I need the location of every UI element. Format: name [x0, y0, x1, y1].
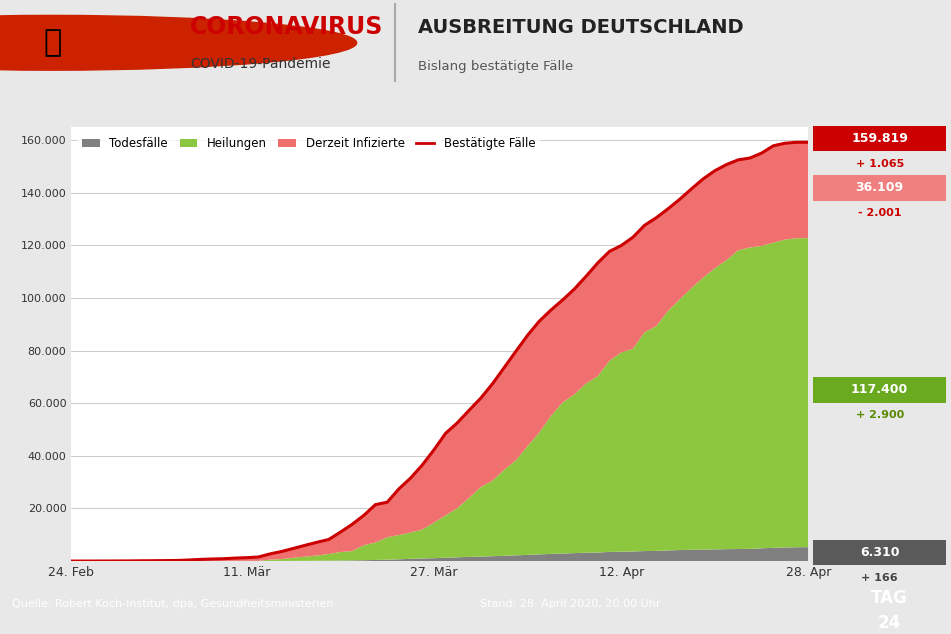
Text: Quelle: Robert Koch-Institut, dpa, Gesundheitsministerien: Quelle: Robert Koch-Institut, dpa, Gesun… [12, 599, 334, 609]
Text: 6.310: 6.310 [860, 547, 900, 559]
Circle shape [0, 15, 357, 70]
Text: + 2.900: + 2.900 [856, 410, 903, 420]
Text: + 166: + 166 [862, 573, 898, 583]
Text: Bislang bestätigte Fälle: Bislang bestätigte Fälle [418, 60, 573, 74]
Text: 159.819: 159.819 [851, 132, 908, 145]
Text: 24: 24 [878, 614, 901, 632]
Text: COVID-19-Pandemie: COVID-19-Pandemie [190, 57, 331, 71]
Text: AUSBREITUNG DEUTSCHLAND: AUSBREITUNG DEUTSCHLAND [418, 18, 744, 37]
Text: TAG: TAG [871, 589, 907, 607]
Text: - 2.001: - 2.001 [858, 209, 902, 218]
Text: 117.400: 117.400 [851, 384, 908, 396]
Text: 36.109: 36.109 [856, 181, 903, 195]
Text: CORONAVIRUS: CORONAVIRUS [190, 15, 383, 39]
Text: Stand: 28. April 2020, 20:00 Uhr: Stand: 28. April 2020, 20:00 Uhr [480, 599, 660, 609]
Text: 🦠: 🦠 [43, 29, 62, 57]
Text: + 1.065: + 1.065 [856, 159, 903, 169]
Legend: Todesfälle, Heilungen, Derzeit Infizierte, Bestätigte Fälle: Todesfälle, Heilungen, Derzeit Infiziert… [77, 133, 540, 155]
